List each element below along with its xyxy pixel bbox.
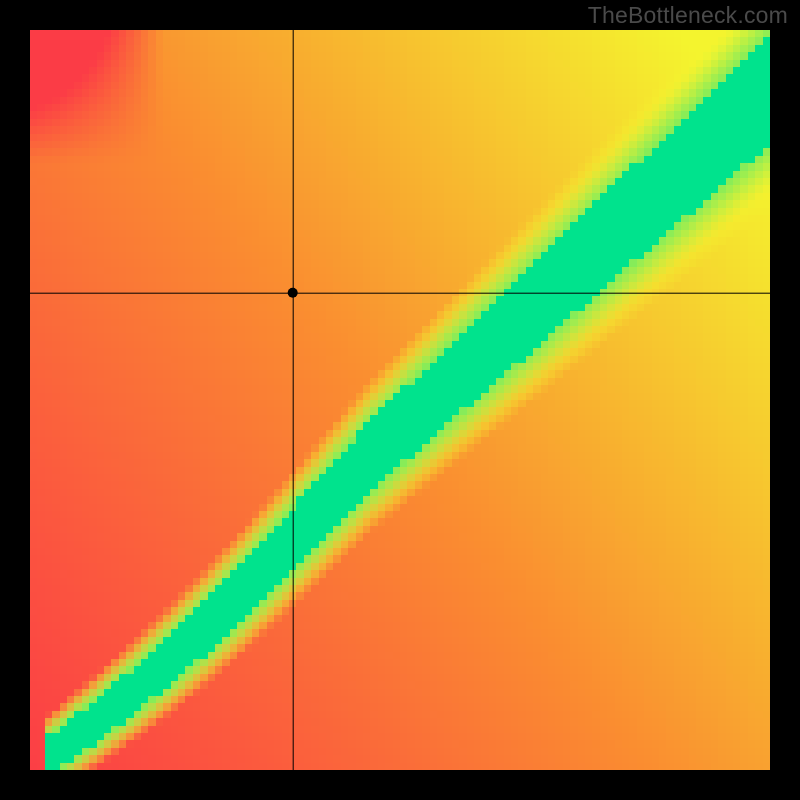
heatmap-plot [30,30,770,770]
watermark-text: TheBottleneck.com [588,2,788,29]
heatmap-canvas [30,30,770,770]
chart-stage: TheBottleneck.com [0,0,800,800]
